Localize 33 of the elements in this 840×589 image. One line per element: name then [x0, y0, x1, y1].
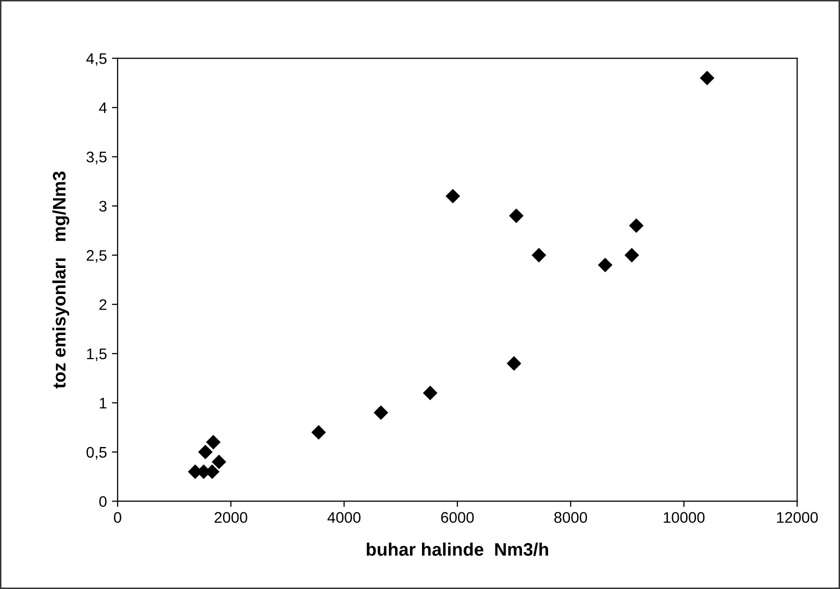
y-tick-label: 0	[99, 496, 107, 507]
point	[506, 356, 522, 371]
point	[532, 248, 546, 262]
x-tick-label: 2000	[214, 512, 248, 523]
point	[629, 218, 644, 233]
x-axis-title: buhar halinde Nm3/h	[366, 542, 548, 556]
point	[446, 188, 460, 204]
x-tick-label: 4000	[327, 512, 361, 523]
x-tick-label: 6000	[441, 512, 474, 523]
y-tick-label: 4	[99, 102, 107, 114]
point	[212, 454, 226, 470]
point	[598, 258, 612, 272]
y-tick-label: 4,5	[86, 53, 107, 66]
x-tick-label: 0	[114, 512, 122, 523]
y-tick-label: 3,5	[86, 152, 107, 164]
y-tick-label: 1	[100, 398, 106, 408]
point	[198, 444, 213, 460]
y-tick-label: 2	[99, 299, 106, 310]
point	[422, 386, 438, 400]
y-tick-label: 0,5	[86, 446, 107, 460]
x-tick-label: 10000	[664, 512, 705, 523]
point	[206, 434, 221, 450]
y-axis-title: toz emisyonları mg/Nm3	[52, 172, 70, 388]
x-tick-label: 12000	[777, 512, 818, 523]
point	[508, 208, 524, 224]
y-tick-label: 3	[99, 200, 107, 212]
point	[311, 425, 326, 440]
point	[700, 70, 714, 86]
y-tick-label: 2,5	[86, 250, 107, 263]
point	[624, 248, 640, 262]
y-tick-label: 1,5	[87, 348, 107, 362]
x-tick-label: 8000	[554, 512, 588, 523]
point	[374, 405, 388, 420]
